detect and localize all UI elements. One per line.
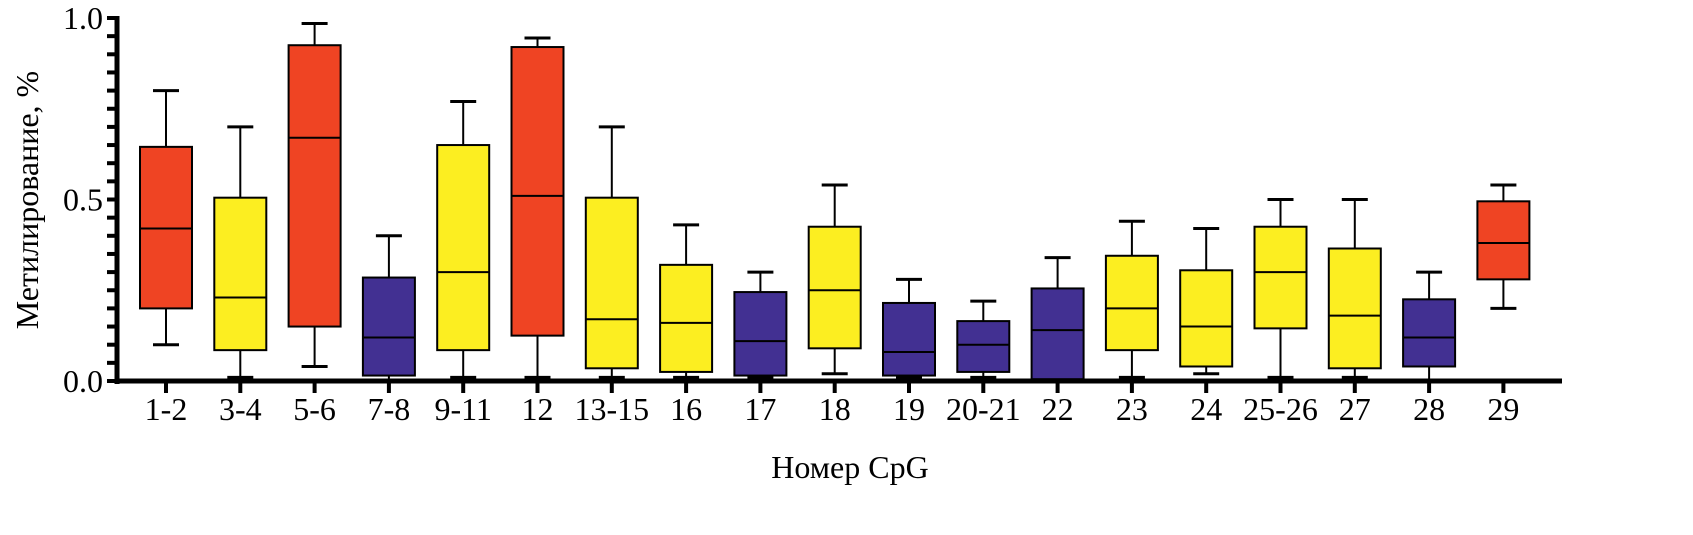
x-tick-label: 3-4 [219, 391, 262, 427]
box-29 [1476, 183, 1531, 310]
iqr-box [956, 320, 1011, 373]
iqr-box [733, 291, 788, 377]
x-tick-label: 22 [1042, 391, 1074, 427]
x-tick-label: 5-6 [293, 391, 336, 427]
x-tick-label: 1-2 [145, 391, 188, 427]
x-tick-label: 18 [819, 391, 851, 427]
y-axis: 0.0 0.5 1.0 [63, 0, 120, 399]
box-16 [659, 223, 714, 379]
x-tick-label: 13-15 [574, 391, 649, 427]
y-tick-label: 1.0 [63, 0, 103, 36]
x-tick-label: 19 [893, 391, 925, 427]
y-axis-label: Метилирование, % [9, 71, 45, 329]
x-axis-label: Номер CpG [771, 449, 928, 485]
box-13-15 [584, 125, 639, 379]
box-28 [1402, 270, 1457, 383]
x-tick-label: 24 [1190, 391, 1222, 427]
box-18 [807, 183, 862, 376]
iqr-box [807, 225, 862, 350]
iqr-box [659, 263, 714, 373]
box-27 [1327, 198, 1382, 379]
boxes [139, 21, 1531, 383]
x-tick-label: 17 [744, 391, 776, 427]
box-3-4 [213, 125, 268, 379]
iqr-box [1476, 200, 1531, 281]
x-tick-label: 16 [670, 391, 702, 427]
x-tick-label: 9-11 [434, 391, 491, 427]
box-19 [882, 277, 936, 379]
box-5-6 [287, 21, 342, 368]
iqr-box [213, 196, 268, 352]
box-23 [1104, 219, 1159, 379]
iqr-box [1104, 254, 1159, 352]
iqr-box [510, 46, 565, 337]
x-axis: 1-2 3-4 5-6 7-8 9-11 12 13-15 16 17 18 19 20-21 22 23… [115, 378, 1562, 427]
box-7-8 [361, 234, 416, 383]
iqr-box [882, 301, 936, 377]
box-17 [733, 270, 788, 379]
box-20-21 [956, 299, 1011, 379]
iqr-box [1402, 298, 1457, 368]
box-22 [1030, 256, 1085, 383]
iqr-box [287, 44, 342, 328]
x-tick-label: 23 [1116, 391, 1148, 427]
y-tick-label: 0.0 [63, 363, 103, 399]
box-9-11 [436, 99, 491, 379]
iqr-box [436, 144, 491, 352]
x-tick-label: 28 [1413, 391, 1445, 427]
x-tick-label: 29 [1487, 391, 1519, 427]
iqr-box [1327, 247, 1382, 370]
iqr-box [1030, 287, 1085, 381]
x-tick-label: 12 [522, 391, 554, 427]
x-tick-label: 25-26 [1243, 391, 1318, 427]
iqr-box [361, 276, 416, 377]
iqr-box [1253, 225, 1308, 330]
box-24 [1179, 227, 1234, 376]
x-tick-label: 27 [1339, 391, 1371, 427]
box-25-26 [1253, 198, 1308, 379]
iqr-box [1179, 269, 1234, 368]
x-tick-label: 7-8 [368, 391, 411, 427]
iqr-box [584, 196, 639, 370]
x-tick-label: 20-21 [946, 391, 1021, 427]
box-12 [510, 36, 565, 379]
y-tick-label: 0.5 [63, 182, 103, 218]
box-1-2 [139, 89, 193, 347]
